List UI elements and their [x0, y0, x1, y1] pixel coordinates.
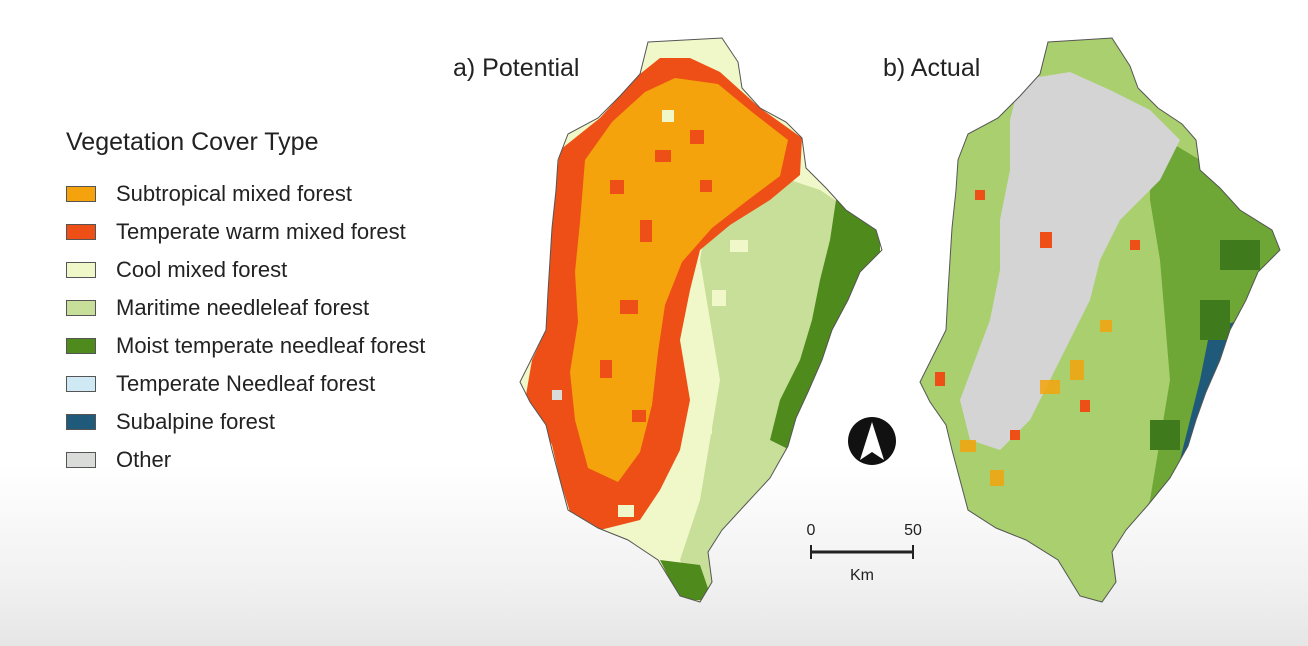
legend-label: Temperate warm mixed forest [116, 219, 406, 244]
actual-vegetation-map [920, 38, 1280, 602]
legend-swatch [66, 452, 96, 468]
map-title-potential: a) Potential [453, 54, 580, 82]
legend-label: Temperate Needleaf forest [116, 371, 376, 396]
scale-bar: 0 50 Km [807, 522, 922, 584]
map-title-actual: b) Actual [883, 54, 981, 82]
legend-label: Moist temperate needleaf forest [116, 333, 426, 358]
scale-start-label: 0 [807, 522, 816, 539]
legend-swatch [66, 262, 96, 278]
scale-end-label: 50 [904, 522, 922, 539]
legend: Vegetation Cover Type Subtropical mixed … [66, 128, 425, 479]
legend-item: Temperate Needleaf forest [66, 365, 425, 403]
legend-label: Subtropical mixed forest [116, 181, 352, 206]
legend-item: Moist temperate needleaf forest [66, 327, 425, 365]
legend-title: Vegetation Cover Type [66, 128, 319, 156]
legend-swatch [66, 186, 96, 202]
legend-item: Maritime needleleaf forest [66, 289, 425, 327]
legend-item: Other [66, 441, 425, 479]
legend-swatch [66, 376, 96, 392]
legend-item: Subalpine forest [66, 403, 425, 441]
legend-label: Subalpine forest [116, 409, 275, 434]
legend-label: Cool mixed forest [116, 257, 288, 282]
legend-swatch [66, 300, 96, 316]
legend-swatch [66, 224, 96, 240]
legend-swatch [66, 338, 96, 354]
legend-item: Temperate warm mixed forest [66, 213, 425, 251]
legend-label: Other [116, 447, 172, 472]
legend-swatch [66, 414, 96, 430]
potential-vegetation-map [520, 38, 882, 602]
legend-item: Cool mixed forest [66, 251, 425, 289]
scale-unit-label: Km [850, 567, 874, 584]
legend-label: Maritime needleleaf forest [116, 295, 370, 320]
north-arrow-icon [848, 417, 896, 465]
legend-item: Subtropical mixed forest [66, 175, 425, 213]
